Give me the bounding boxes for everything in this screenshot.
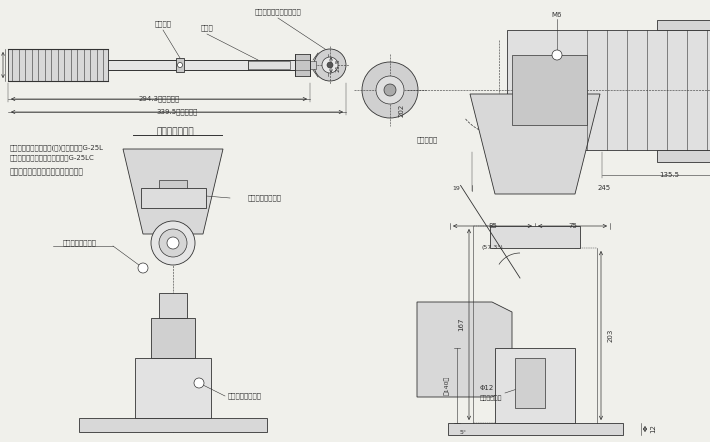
Text: 伸縮式: 伸縮式 [201,25,214,31]
Text: （ピストン径: （ピストン径 [480,395,503,401]
Text: (57.3°): (57.3°) [481,245,503,251]
Circle shape [167,237,179,249]
Text: M6: M6 [552,12,562,18]
Circle shape [327,62,333,68]
Text: 操作レバー差込口: 操作レバー差込口 [248,194,282,201]
Circle shape [376,76,404,104]
Bar [159,180,187,188]
Bar [295,54,310,76]
Circle shape [151,221,195,265]
Text: リリーズスクリュ差込口: リリーズスクリュ差込口 [255,9,301,15]
Bar [515,358,545,408]
Text: リリーズスクリュ: リリーズスクリュ [228,392,262,399]
Bar [135,358,211,418]
Text: 85: 85 [488,223,497,229]
Bar [79,418,267,432]
Bar [141,188,206,208]
Text: 202: 202 [399,103,405,117]
Bar [248,61,290,69]
Text: 245: 245 [598,185,611,191]
Bar [657,20,710,30]
Text: レバー回転: レバー回転 [417,137,438,143]
Polygon shape [470,94,600,194]
Circle shape [138,263,148,273]
Bar [176,58,184,72]
Bar [495,348,575,423]
Text: Φ12: Φ12 [480,385,494,391]
Bar [490,226,580,248]
Text: 167: 167 [458,318,464,331]
Circle shape [178,62,182,68]
Text: 75: 75 [568,223,577,229]
Circle shape [384,84,396,96]
Text: 294.3（最縮長）: 294.3（最縮長） [138,96,180,102]
Bar [159,293,187,318]
Circle shape [322,57,338,73]
Text: 21.5: 21.5 [336,58,341,72]
Circle shape [552,50,562,60]
Bar [310,61,316,69]
Text: ２．専用操作レバーが付属します。: ２．専用操作レバーが付属します。 [10,168,84,176]
Circle shape [314,49,346,81]
Text: 専用操作レバー: 専用操作レバー [156,127,194,137]
Bar [151,318,195,358]
Bar [448,423,623,435]
Bar [507,30,710,150]
Circle shape [159,229,187,257]
Text: オイルフィリング: オイルフィリング [63,240,97,246]
Text: 203: 203 [608,329,614,342]
Bar [8,49,108,81]
Text: ストッパ: ストッパ [155,21,172,27]
Text: 5°: 5° [460,430,467,434]
Polygon shape [417,302,512,397]
Text: 339.5（最伸長）: 339.5（最伸長） [156,109,197,115]
Bar [657,150,710,162]
Text: ニッケルめっきタイプ：G-25LC: ニッケルめっきタイプ：G-25LC [10,155,94,161]
Bar [512,55,587,125]
Circle shape [194,378,204,388]
Circle shape [362,62,418,118]
Text: 12: 12 [650,425,656,434]
Polygon shape [123,149,223,234]
Text: 注１．型式　標準塗装(赤)タイプ　：G-25L: 注１．型式 標準塗装(赤)タイプ ：G-25L [10,145,104,151]
Text: 135.5: 135.5 [660,172,679,178]
Text: 19: 19 [452,186,460,191]
Text: （140）: （140） [444,375,450,395]
Bar [108,60,300,70]
